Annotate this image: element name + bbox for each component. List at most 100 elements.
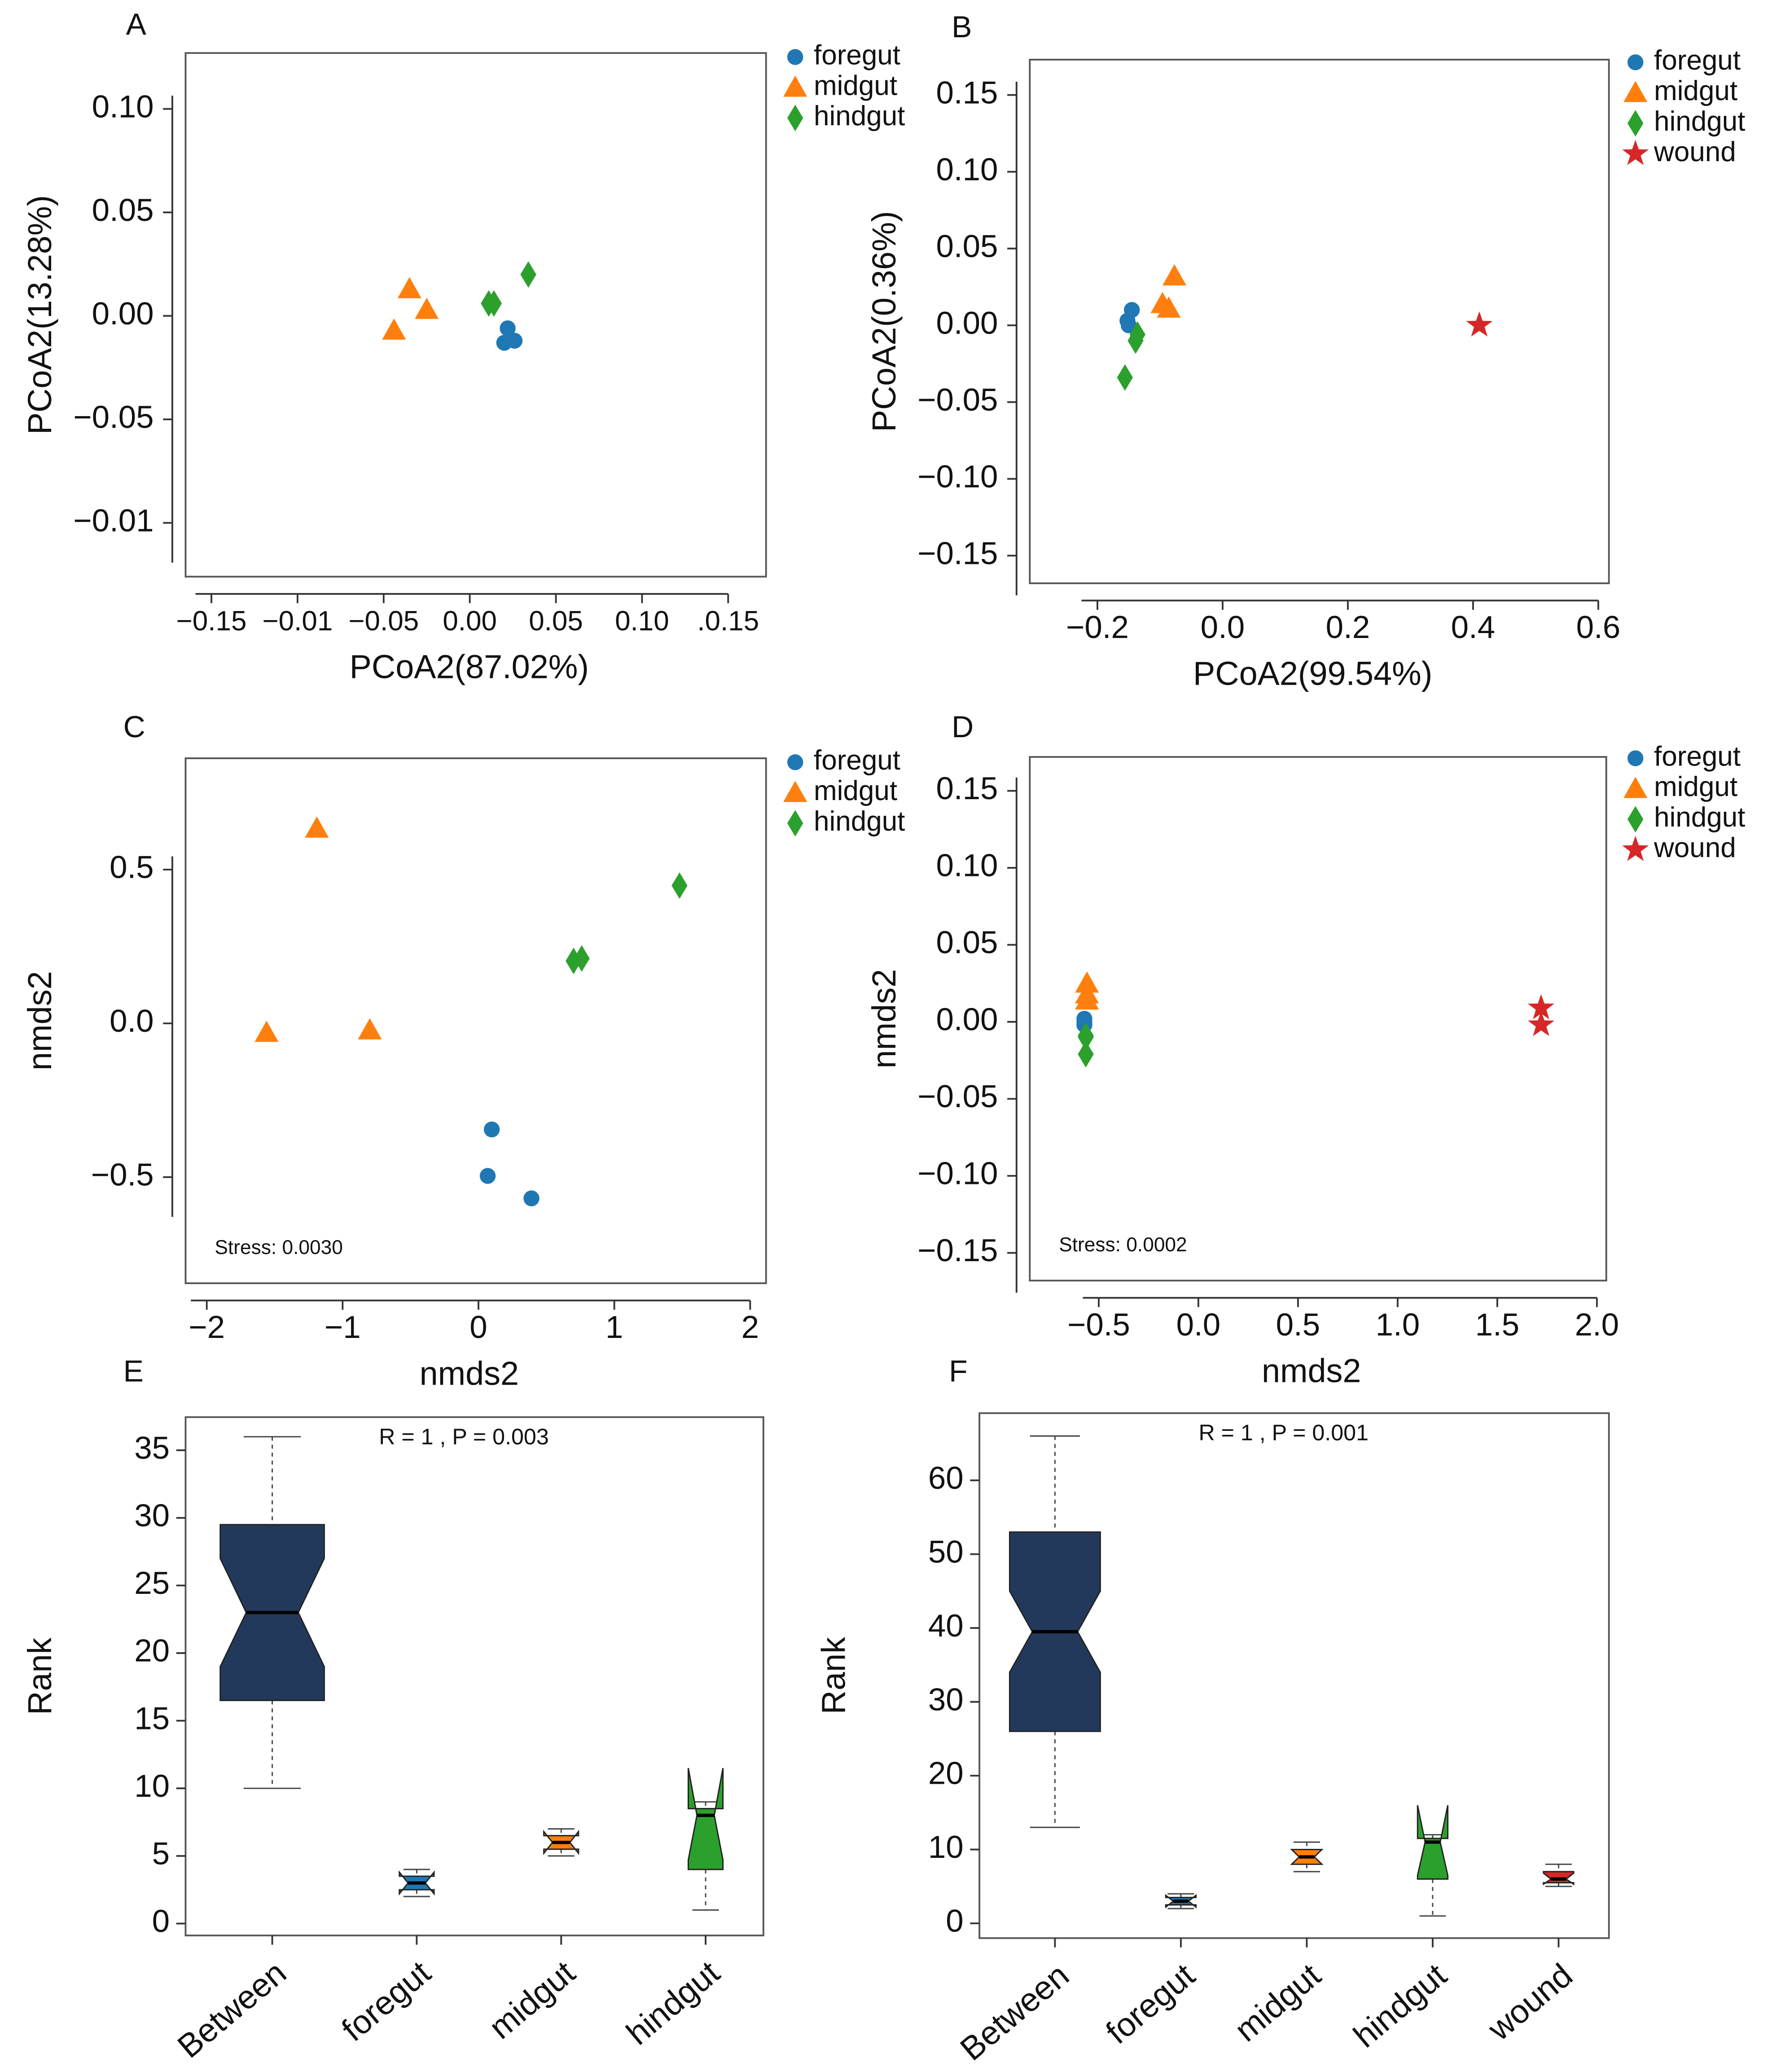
plot-frame bbox=[978, 1412, 1610, 1939]
y-tick-label: 0.15 bbox=[936, 771, 998, 806]
annotation: Stress: 0.0002 bbox=[1059, 1234, 1187, 1256]
panel-label: B bbox=[952, 10, 972, 44]
x-tick-label: −0.2 bbox=[1066, 610, 1129, 645]
y-tick-label: 35 bbox=[134, 1430, 170, 1466]
legend-label: hindgut bbox=[1654, 802, 1745, 833]
y-tick-label: −0.10 bbox=[917, 1156, 998, 1192]
x-tick-label: 0.4 bbox=[1451, 610, 1496, 645]
plot-frame bbox=[1029, 756, 1607, 1282]
legend-marker bbox=[787, 49, 803, 65]
point bbox=[358, 1018, 382, 1040]
panel-label: C bbox=[123, 710, 145, 744]
x-tick-label: 0.05 bbox=[529, 606, 583, 637]
point bbox=[1117, 364, 1133, 391]
y-tick-label: 0.10 bbox=[936, 152, 998, 187]
y-tick-label: 0.05 bbox=[936, 229, 998, 264]
y-axis-title: Rank bbox=[815, 1637, 852, 1714]
panel-label: F bbox=[949, 1355, 967, 1388]
x-axis-title: nmds2 bbox=[1262, 1352, 1361, 1389]
legend-label: foregut bbox=[814, 40, 900, 70]
x-tick-label: midgut bbox=[482, 1953, 582, 2046]
x-tick-label: −0.01 bbox=[262, 606, 333, 637]
legend-marker bbox=[1623, 777, 1648, 798]
legend-label: foregut bbox=[1654, 741, 1741, 772]
y-tick-label: 20 bbox=[134, 1633, 170, 1669]
x-axis-title: nmds2 bbox=[420, 1355, 519, 1392]
y-tick-label: 20 bbox=[928, 1756, 964, 1791]
x-tick-label: Between bbox=[171, 1953, 293, 2065]
point bbox=[671, 872, 688, 899]
x-axis-title: PCoA2(87.02%) bbox=[350, 648, 589, 686]
plot-frame bbox=[1029, 58, 1610, 585]
annotation: R = 1 , P = 0.003 bbox=[379, 1424, 549, 1449]
y-tick-label: 0.00 bbox=[936, 1002, 998, 1038]
y-tick-label: 50 bbox=[928, 1534, 964, 1570]
point bbox=[1075, 988, 1099, 1010]
x-tick-label: 1 bbox=[605, 1310, 623, 1345]
point bbox=[483, 1121, 500, 1138]
legend-label: hindgut bbox=[814, 101, 905, 132]
y-tick-label: −0.05 bbox=[917, 1079, 998, 1114]
x-tick-label: foregut bbox=[1099, 1956, 1202, 2051]
legend-marker bbox=[1627, 110, 1644, 137]
x-tick-label: midgut bbox=[1228, 1956, 1328, 2049]
y-tick-label: 0.00 bbox=[936, 305, 998, 341]
y-tick-label: 0.15 bbox=[936, 75, 998, 110]
y-tick-label: 30 bbox=[134, 1498, 170, 1533]
point bbox=[479, 1168, 496, 1184]
point bbox=[1527, 1011, 1554, 1036]
point bbox=[1527, 994, 1554, 1020]
point bbox=[1157, 296, 1181, 318]
point bbox=[1075, 971, 1099, 993]
legend-label: midgut bbox=[814, 70, 897, 101]
x-tick-label: 0.5 bbox=[1276, 1307, 1321, 1342]
legend-marker bbox=[1627, 54, 1644, 70]
y-tick-label: 40 bbox=[928, 1608, 964, 1644]
legend-label: hindgut bbox=[814, 806, 905, 837]
x-tick-label: −0.05 bbox=[348, 606, 419, 637]
x-tick-label: −1 bbox=[325, 1310, 361, 1345]
x-tick-label: 0.6 bbox=[1576, 610, 1621, 645]
legend-marker bbox=[1622, 836, 1649, 861]
x-tick-label: −0.15 bbox=[176, 606, 247, 637]
x-tick-label: foregut bbox=[334, 1953, 437, 2048]
point bbox=[397, 277, 421, 299]
point bbox=[1162, 264, 1187, 286]
legend-label: midgut bbox=[1654, 75, 1737, 106]
x-tick-label: −0.5 bbox=[1067, 1307, 1130, 1342]
point bbox=[305, 816, 329, 838]
y-tick-label: 0.00 bbox=[92, 296, 154, 331]
x-tick-label: wound bbox=[1480, 1956, 1579, 2048]
legend-label: wound bbox=[1654, 832, 1736, 863]
point bbox=[523, 1190, 540, 1206]
x-tick-label: 2.0 bbox=[1575, 1307, 1619, 1342]
legend-label: foregut bbox=[814, 745, 900, 776]
x-tick-label: 1.5 bbox=[1475, 1307, 1520, 1342]
x-tick-label: 0.0 bbox=[1201, 610, 1245, 645]
x-tick-label: 1.0 bbox=[1376, 1307, 1420, 1342]
legend-marker bbox=[1622, 140, 1649, 165]
y-tick-label: 30 bbox=[928, 1682, 964, 1717]
y-axis-title: PCoA2(0.36%) bbox=[865, 211, 903, 432]
legend-marker bbox=[787, 810, 803, 837]
x-axis-title: PCoA2(99.54%) bbox=[1193, 655, 1432, 692]
y-tick-label: 0.10 bbox=[936, 848, 998, 884]
y-tick-label: 0.5 bbox=[110, 850, 154, 885]
y-tick-label: 0.10 bbox=[92, 89, 154, 124]
plot-frame bbox=[184, 1416, 764, 1936]
legend-marker bbox=[1627, 806, 1644, 833]
point bbox=[1466, 311, 1493, 337]
legend-label: foregut bbox=[1654, 45, 1741, 76]
panel-label: D bbox=[952, 710, 974, 744]
x-tick-label: 0.2 bbox=[1326, 610, 1370, 645]
plot-frame bbox=[184, 52, 767, 578]
point bbox=[574, 945, 590, 972]
point bbox=[500, 320, 516, 336]
x-tick-label: 0.00 bbox=[443, 606, 497, 637]
y-tick-label: −0.15 bbox=[917, 536, 998, 571]
y-tick-label: 0.0 bbox=[110, 1003, 154, 1039]
point bbox=[254, 1021, 279, 1042]
x-tick-label: hindgut bbox=[1347, 1956, 1454, 2054]
